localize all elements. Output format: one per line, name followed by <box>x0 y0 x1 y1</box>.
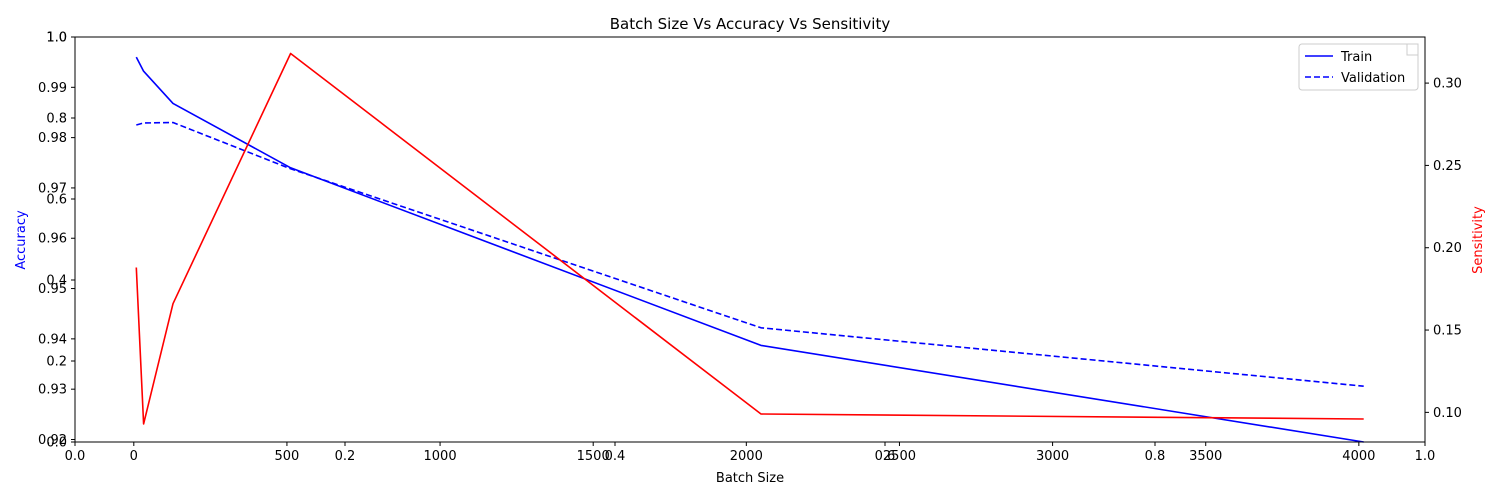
legend-train-label: Train <box>1340 50 1372 65</box>
left-y-tick-label: 0.92 <box>38 433 67 448</box>
validation-line <box>136 121 1364 387</box>
chart-title: Batch Size Vs Accuracy Vs Sensitivity <box>610 15 891 33</box>
base-x-tick-label: 1.0 <box>1415 449 1436 464</box>
base-y-tick-label: 0.2 <box>46 355 67 370</box>
plot-frame <box>74 36 1426 443</box>
base-x-tick-label: 0.6 <box>875 449 896 464</box>
train-line <box>135 56 1364 443</box>
right-y-tick-label: 0.10 <box>1433 406 1462 421</box>
left-y-tick-label: 0.93 <box>38 383 67 398</box>
series-lines <box>135 52 1364 443</box>
left-y-tick-label: 0.96 <box>38 232 67 247</box>
left-y-axis-label: Accuracy <box>14 210 29 270</box>
empty-legend-box <box>1406 43 1419 56</box>
right-y-axis-label: Sensitivity <box>1471 206 1486 274</box>
x-tick-label: 3500 <box>1189 449 1222 464</box>
right-y-tick-label: 0.15 <box>1433 324 1462 339</box>
x-tick-label: 4000 <box>1342 449 1375 464</box>
base-x-tick-label: 0.0 <box>65 449 86 464</box>
base-y-tick-label: 0.8 <box>46 112 67 127</box>
x-tick-label: 1500 <box>577 449 610 464</box>
legend-validation-label: Validation <box>1341 71 1405 86</box>
base-y-tick-label: 1.0 <box>46 31 67 46</box>
base-x-tick-label: 0.4 <box>605 449 626 464</box>
x-tick-label: 2000 <box>730 449 763 464</box>
base-y-tick-label: 0.6 <box>46 193 67 208</box>
base-y-tick-label: 0.4 <box>46 274 67 289</box>
x-tick-label: 3000 <box>1036 449 1069 464</box>
left-y-tick-label: 0.95 <box>38 282 67 297</box>
x-axis-label: Batch Size <box>716 471 784 486</box>
x-tick-label: 1000 <box>424 449 457 464</box>
right-y-axis: 0.10 0.15 0.20 0.25 0.30 <box>1425 77 1462 421</box>
left-y-tick-label: 1.0 <box>46 31 67 46</box>
sensitivity-line <box>135 52 1364 425</box>
left-y-tick-label: 0.99 <box>38 81 67 96</box>
left-y-tick-label: 0.94 <box>38 332 67 347</box>
x-tick-label: 0 <box>130 449 138 464</box>
legend: Train Validation <box>1298 43 1419 91</box>
x-axis: 0 500 1000 1500 2000 2500 3000 3500 4000 <box>130 442 1375 464</box>
left-y-tick-label: 0.97 <box>38 181 67 196</box>
x-tick-label: 500 <box>275 449 300 464</box>
left-y-tick-label: 0.98 <box>38 131 67 146</box>
base-axes: 0.0 0.2 0.4 0.6 0.8 1.0 0.0 0.2 0.4 0.6 0.8 1.0 <box>46 31 1435 465</box>
left-y-axis: 0.92 0.93 0.94 0.95 0.96 0.97 0.98 0.99 1.0 <box>38 31 75 448</box>
base-x-tick-label: 0.2 <box>335 449 356 464</box>
right-y-tick-label: 0.25 <box>1433 159 1462 174</box>
base-y-tick-label: 0.0 <box>46 436 67 451</box>
right-y-tick-label: 0.20 <box>1433 241 1462 256</box>
right-y-tick-label: 0.30 <box>1433 77 1462 92</box>
base-x-tick-label: 0.8 <box>1145 449 1166 464</box>
x-tick-label: 2500 <box>883 449 916 464</box>
